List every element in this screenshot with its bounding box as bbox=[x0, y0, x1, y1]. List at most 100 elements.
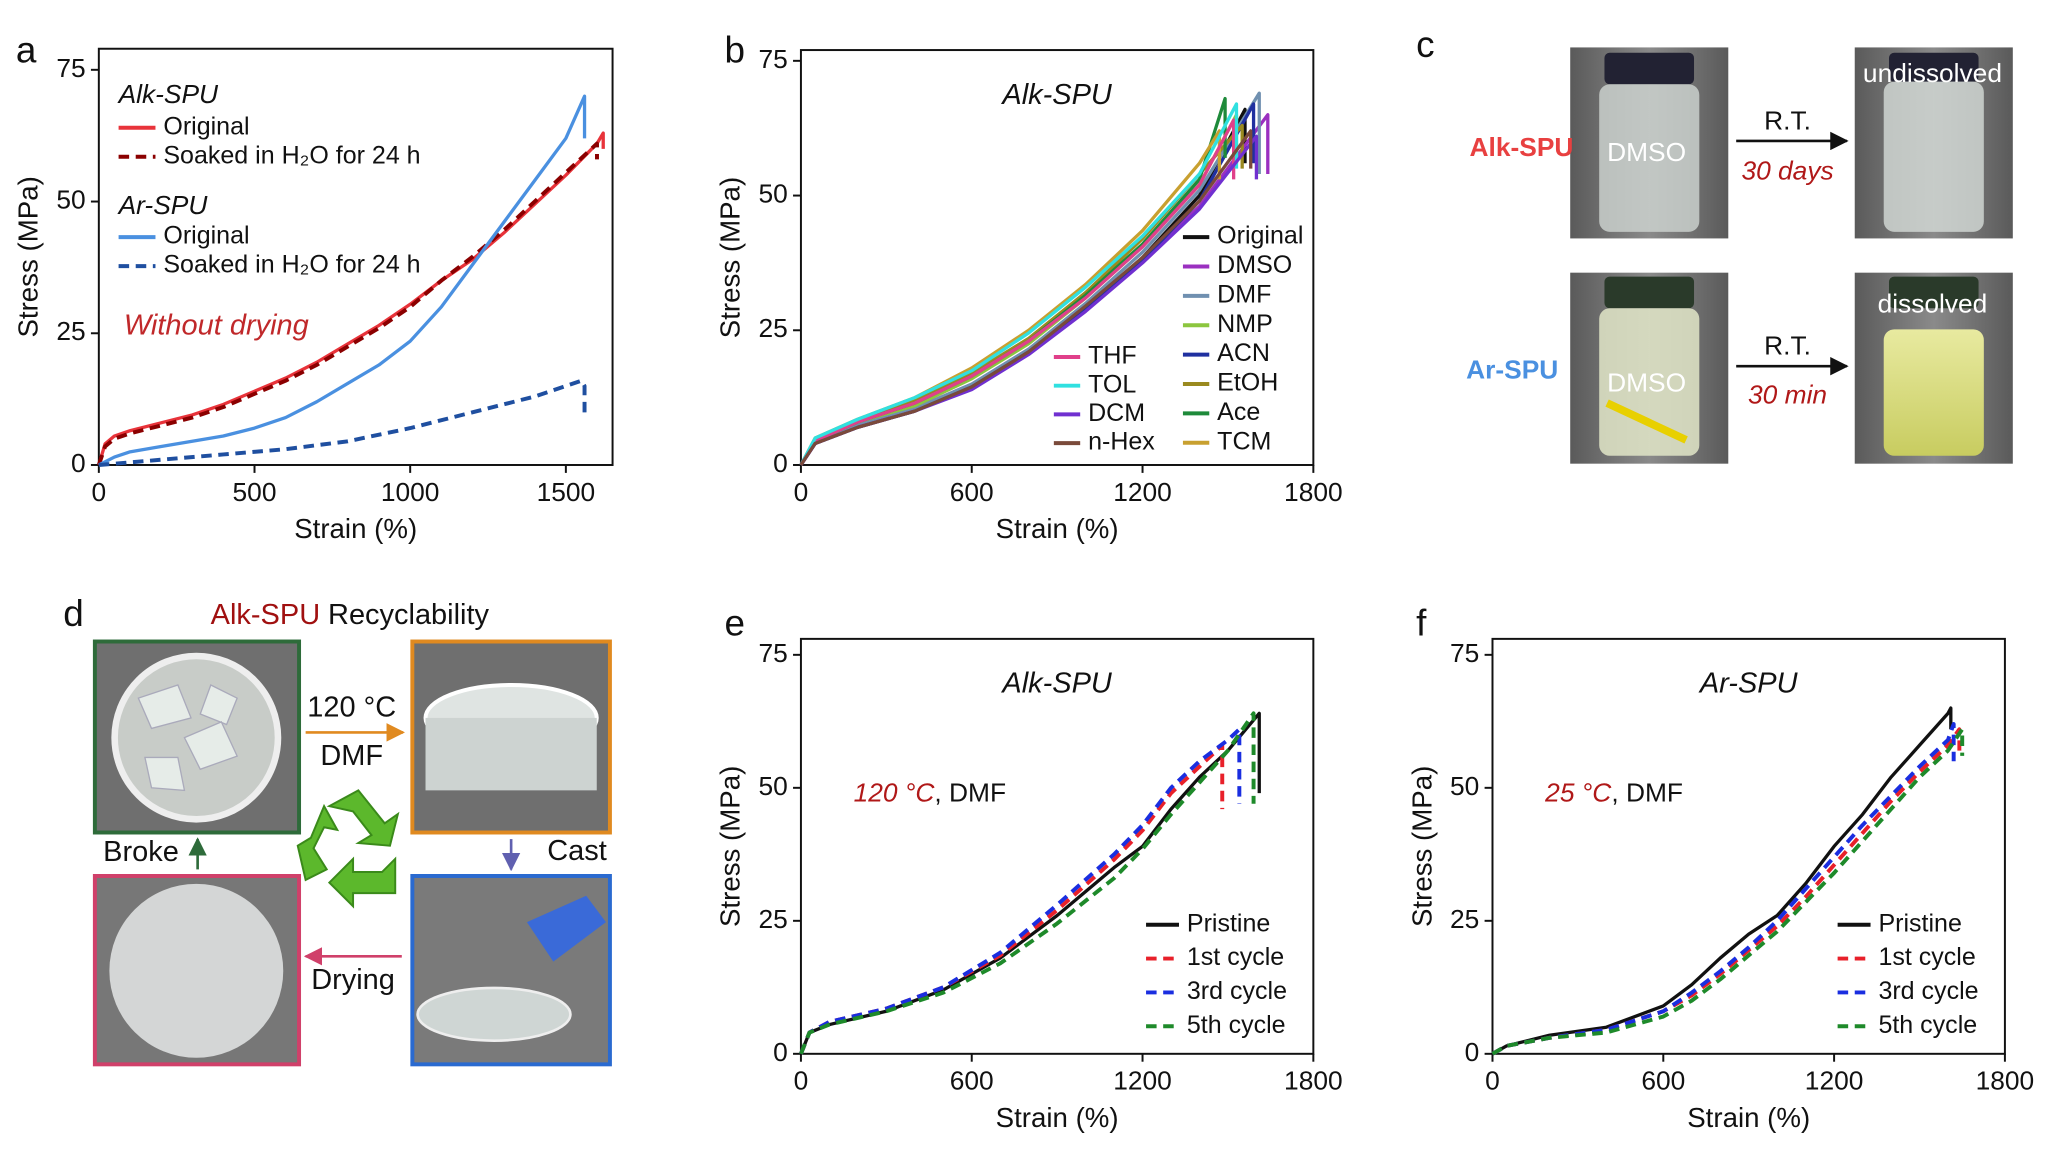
y-tick-label: 0 bbox=[1465, 1037, 1480, 1067]
x-tick-label: 500 bbox=[233, 477, 277, 507]
vial-cap bbox=[1888, 276, 1979, 309]
condition: R.T. bbox=[1764, 105, 1811, 135]
y-tick-label: 25 bbox=[758, 904, 787, 934]
series-line bbox=[96, 141, 599, 466]
series-line bbox=[799, 96, 1227, 466]
x-tick-label: 0 bbox=[794, 477, 809, 507]
legend-label: DMSO bbox=[1217, 251, 1292, 279]
y-axis-label: Stress (MPa) bbox=[715, 766, 746, 927]
film bbox=[109, 883, 284, 1058]
step-label: Drying bbox=[311, 964, 395, 996]
y-tick-label: 25 bbox=[1450, 904, 1479, 934]
legend-label: 3rd cycle bbox=[1878, 977, 1978, 1005]
panel-label: a bbox=[16, 29, 37, 70]
y-axis-label: Stress (MPa) bbox=[715, 177, 746, 338]
y-tick-label: 75 bbox=[1450, 638, 1479, 668]
legend-label: Pristine bbox=[1187, 909, 1270, 937]
dish bbox=[416, 986, 572, 1042]
y-tick-label: 75 bbox=[56, 53, 85, 83]
x-tick-label: 600 bbox=[950, 477, 994, 507]
legend-label: Original bbox=[163, 112, 249, 140]
film bbox=[1605, 399, 1688, 444]
step-label: Broke bbox=[103, 836, 179, 868]
chart: f 0 600 1200 1800 0 25 50 75 Strain (%) Stress (MP… bbox=[1406, 602, 2034, 1133]
annotation: , DMF bbox=[1611, 777, 1683, 807]
legend-label: Soaked in H₂O for 24 h bbox=[163, 251, 420, 279]
series-line bbox=[799, 102, 1239, 466]
plot-frame bbox=[799, 49, 1315, 466]
dish bbox=[425, 717, 597, 791]
series-line bbox=[98, 378, 587, 467]
x-tick-label: 0 bbox=[794, 1066, 809, 1096]
legend-label: THF bbox=[1088, 342, 1137, 370]
series-line bbox=[799, 118, 1236, 466]
solvent: DMSO bbox=[1607, 137, 1686, 167]
legend-label: DCM bbox=[1088, 399, 1145, 427]
x-axis-label: Strain (%) bbox=[996, 1102, 1119, 1133]
recycle-icon bbox=[296, 789, 400, 909]
glove bbox=[526, 895, 606, 962]
vial bbox=[1599, 308, 1700, 456]
vial-cap bbox=[1604, 52, 1695, 85]
step-label: Cast bbox=[547, 835, 607, 867]
series-line bbox=[799, 743, 1225, 1055]
legend-label: TCM bbox=[1217, 427, 1271, 455]
y-tick-label: 50 bbox=[1450, 771, 1479, 801]
legend-label: EtOH bbox=[1217, 369, 1278, 397]
plot-frame bbox=[799, 637, 1315, 1055]
result: dissolved bbox=[1878, 289, 1988, 319]
series-line bbox=[799, 91, 1261, 466]
vial bbox=[1883, 329, 1984, 456]
x-tick-label: 1000 bbox=[381, 477, 440, 507]
panel-c: c Alk-SPU Ar-SPU DMSO DMSO R.T. R.T. 30 … bbox=[1416, 24, 2013, 464]
legend-label: Ace bbox=[1217, 398, 1260, 426]
vial-cap bbox=[1888, 52, 1979, 82]
vial bbox=[1599, 84, 1700, 232]
x-tick-label: 1200 bbox=[1113, 1066, 1172, 1096]
annotation: 120 °C bbox=[854, 777, 936, 807]
annotation: , DMF bbox=[934, 777, 1006, 807]
series-line bbox=[97, 131, 605, 466]
chart: b 0 600 1200 1800 0 25 50 75 Strain (%) Stress (MP… bbox=[715, 29, 1343, 544]
series-line bbox=[799, 107, 1247, 466]
x-axis-label: Strain (%) bbox=[294, 513, 417, 544]
x-tick-label: 1200 bbox=[1805, 1066, 1864, 1096]
title: Recyclability bbox=[328, 599, 489, 631]
panel-d: d Alk-SPU Recyclability 120 °C DMF Cast … bbox=[63, 593, 612, 1067]
series-line bbox=[98, 94, 587, 467]
plot-frame bbox=[1491, 637, 2006, 1055]
y-axis-label: Stress (MPa) bbox=[13, 176, 44, 337]
vial bbox=[1883, 81, 1984, 232]
plot-frame bbox=[97, 47, 614, 466]
legend-group: Ar-SPU bbox=[117, 190, 209, 220]
y-tick-label: 75 bbox=[758, 638, 787, 668]
chart-title: Ar-SPU bbox=[1698, 668, 1799, 700]
annotation: 25 °C bbox=[1544, 777, 1612, 807]
chart: a 0 500 1000 1500 0 25 50 75 Strain (%) Stress (MP… bbox=[13, 29, 614, 544]
y-tick-label: 50 bbox=[758, 771, 787, 801]
legend-group: Alk-SPU bbox=[117, 79, 219, 109]
x-tick-label: 600 bbox=[950, 1066, 994, 1096]
series-line bbox=[1491, 727, 1965, 1056]
x-tick-label: 1800 bbox=[1284, 477, 1343, 507]
x-tick-label: 1800 bbox=[1976, 1066, 2035, 1096]
step-label: 120 °C bbox=[307, 691, 396, 723]
series-line bbox=[1491, 706, 1953, 1056]
legend-label: 3rd cycle bbox=[1187, 977, 1287, 1005]
legend-label: ACN bbox=[1217, 339, 1270, 367]
y-axis-label: Stress (MPa) bbox=[1406, 766, 1437, 927]
legend-label: 1st cycle bbox=[1187, 943, 1284, 971]
x-tick-label: 1500 bbox=[537, 477, 596, 507]
sample-name: Ar-SPU bbox=[1466, 354, 1558, 384]
legend-label: Original bbox=[163, 222, 249, 250]
y-tick-label: 0 bbox=[71, 448, 86, 478]
legend-label: TOL bbox=[1088, 370, 1136, 398]
time: 30 days bbox=[1741, 156, 1833, 186]
y-tick-label: 25 bbox=[56, 316, 85, 346]
panel-label: c bbox=[1416, 24, 1434, 65]
solvent: DMSO bbox=[1607, 368, 1686, 398]
legend-label: 1st cycle bbox=[1878, 943, 1975, 971]
x-tick-label: 0 bbox=[92, 477, 107, 507]
